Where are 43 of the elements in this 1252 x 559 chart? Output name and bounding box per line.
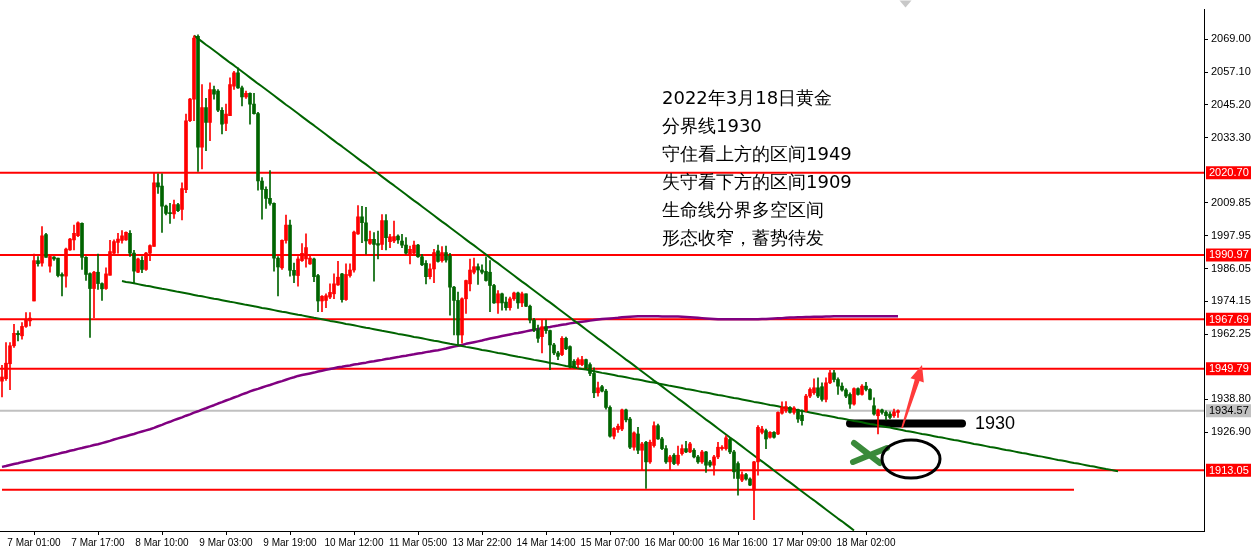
y-tick-label: 1938.80 [1211, 392, 1251, 405]
x-tick-label: 16 Mar 00:00 [644, 536, 704, 548]
y-tick-label: 2045.20 [1211, 98, 1251, 111]
ref-line-label: 2020.70 [1209, 166, 1249, 179]
ref-line-label: 1913.05 [1209, 463, 1249, 476]
ref-line-label: 1934.57 [1209, 404, 1249, 417]
y-tick-label: 1962.25 [1211, 327, 1251, 340]
x-tick-label: 17 Mar 09:00 [772, 536, 832, 548]
candlestick [876, 408, 880, 435]
x-tick-label: 16 Mar 16:00 [708, 536, 768, 548]
y-tick-label: 2069.00 [1211, 32, 1251, 45]
y-tick-label: 1986.05 [1211, 261, 1251, 274]
x-tick-label: 14 Mar 14:00 [516, 536, 576, 548]
ref-line-label: 1967.69 [1209, 312, 1249, 325]
annotation: 2022年3月18日黄金 [662, 86, 833, 108]
annotation: 生命线分界多空区间 [662, 198, 824, 220]
candlestick [476, 263, 480, 285]
x-tick-label: 13 Mar 22:00 [452, 536, 512, 548]
y-tick-label: 1974.15 [1211, 294, 1251, 307]
x-tick-label: 15 Mar 07:00 [580, 536, 640, 548]
x-tick-label: 9 Mar 19:00 [263, 536, 318, 548]
y-tick-label: 2033.30 [1211, 130, 1251, 143]
x-tick-label: 9 Mar 03:00 [199, 536, 254, 548]
y-tick-label: 2009.85 [1211, 195, 1251, 208]
x-tick-label: 18 Mar 02:00 [836, 536, 896, 548]
annotation: 分界线1930 [662, 114, 762, 136]
ref-line-label: 1949.79 [1209, 362, 1249, 375]
y-tick-label: 1997.95 [1211, 228, 1251, 241]
y-tick-label: 2057.10 [1211, 65, 1251, 78]
ref-line-label: 1990.97 [1209, 248, 1249, 261]
x-tick-label: 7 Mar 17:00 [71, 536, 126, 548]
annotation: 失守看下方的区间1909 [662, 170, 852, 192]
x-tick-label: 7 Mar 01:00 [7, 536, 62, 548]
annotation: 形态收窄，蓄势待发 [662, 226, 824, 248]
x-tick-label: 8 Mar 10:00 [135, 536, 190, 548]
x-tick-label: 10 Mar 12:00 [324, 536, 384, 548]
x-tick-label: 11 Mar 05:00 [388, 536, 448, 548]
y-tick-label: 1926.90 [1211, 425, 1251, 438]
candlestick [372, 232, 376, 282]
candlestick [168, 203, 172, 224]
candlestick [376, 230, 380, 260]
annotation: 守住看上方的区间1949 [662, 142, 852, 164]
annotation: 1930 [975, 412, 1016, 433]
